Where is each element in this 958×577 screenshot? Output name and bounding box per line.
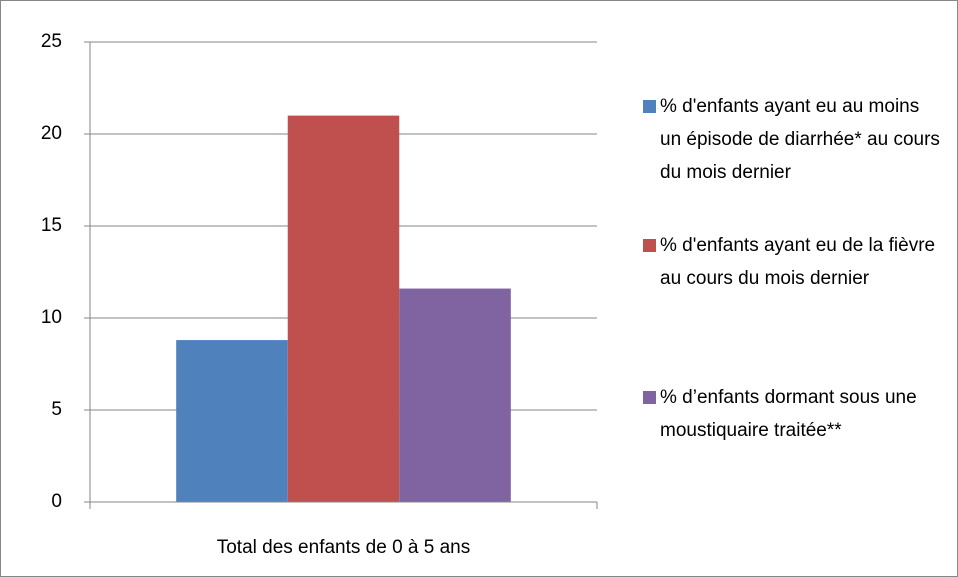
bar [287, 115, 400, 502]
bar [399, 288, 511, 502]
legend-label: % d'enfants ayant eu de la fièvre au cou… [660, 235, 936, 289]
legend-swatch [643, 391, 656, 404]
y-tick-label: 5 [51, 399, 62, 420]
legend-item: % d'enfants ayant eu au moins un épisode… [643, 90, 943, 189]
y-tick-label: 20 [41, 123, 62, 144]
y-tick-label: 10 [41, 307, 62, 328]
legend-swatch [643, 100, 656, 113]
x-tick-label: Total des enfants de 0 à 5 ans [217, 537, 471, 558]
y-tick-label: 15 [41, 215, 62, 236]
legend-item: % d’enfants dormant sous une moustiquair… [643, 381, 943, 447]
bar [176, 340, 288, 502]
legend-label: % d’enfants dormant sous une moustiquair… [660, 387, 917, 441]
legend-item: % d'enfants ayant eu de la fièvre au cou… [643, 229, 943, 295]
y-tick-label: 25 [41, 31, 62, 52]
legend-label: % d'enfants ayant eu au moins un épisode… [660, 96, 940, 183]
y-tick-label: 0 [51, 491, 62, 512]
legend-swatch [643, 239, 656, 252]
